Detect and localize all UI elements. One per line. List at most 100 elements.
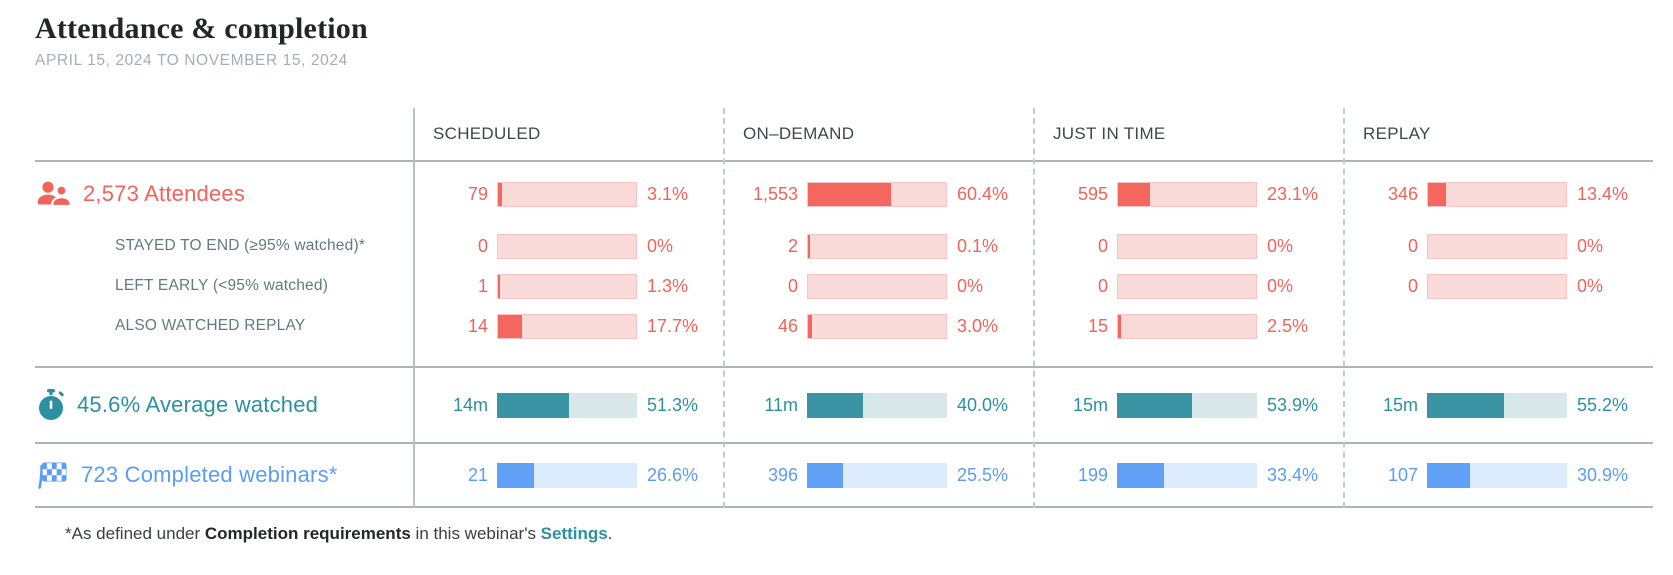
column-divider-dashed-3 [1343,108,1345,508]
bar [1427,462,1567,488]
bar [497,181,637,207]
stayed-to-end-just-in-time-cell: 0 0% [1033,226,1343,266]
bar-fill [1427,392,1505,418]
count-value: 79 [467,183,488,204]
bar-fill [1118,314,1122,338]
stayed-to-end-replay-cell: 0 0% [1343,226,1653,266]
footnote: *As defined under Completion requirement… [65,524,1653,544]
percent-value: 55.2% [1577,394,1629,415]
bar-fill [1117,392,1193,418]
duration-value: 11m [764,394,798,415]
also-watched-replay-just-in-time-cell: 15 2.5% [1033,306,1343,346]
bar [1117,273,1257,299]
also-watched-replay-on-demand-cell: 46 3.0% [723,306,1033,346]
average-watched-on-demand-cell: 11m 40.0% [723,368,1033,442]
percent-value: 53.9% [1267,394,1319,415]
percent-value: 13.4% [1577,183,1629,204]
percent-value: 2.5% [1267,315,1309,336]
attendees-replay-cell: 346 13.4% [1343,162,1653,226]
completed-webinars-just-in-time-cell: 199 33.4% [1033,444,1343,506]
bar [497,462,637,488]
column-divider-dashed-1 [723,108,725,508]
count-value: 21 [467,464,488,485]
count-value: 0 [1407,235,1418,256]
bar-fill [498,274,500,298]
attendees-scheduled-cell: 79 3.1% [413,162,723,226]
column-header-just-in-time: JUST IN TIME [1053,124,1166,143]
stayed-to-end-label: STAYED TO END (≥95% watched)* [115,237,366,254]
count-value: 1 [477,275,488,296]
count-value: 14 [467,315,488,336]
percent-value: 0% [1577,235,1604,256]
bar-fill [497,462,535,488]
left-early-replay-cell: 0 0% [1343,266,1653,306]
attendees-just-in-time-cell: 595 23.1% [1033,162,1343,226]
percent-value: 0% [957,275,984,296]
bar [1117,462,1257,488]
bar-fill [1428,182,1447,206]
percent-value: 33.4% [1267,464,1319,485]
stayed-to-end-label-cell: STAYED TO END (≥95% watched)* [35,226,413,266]
footnote-completion-requirements: Completion requirements [204,524,411,543]
left-early-label-cell: LEFT EARLY (<95% watched) [35,266,413,306]
footnote-suffix: . [607,524,613,543]
count-value: 15 [1087,315,1108,336]
column-divider-dashed-2 [1033,108,1035,508]
average-watched-just-in-time-cell: 15m 53.9% [1033,368,1343,442]
bar-fill [497,392,569,418]
duration-value: 14m [452,394,488,415]
duration-value: 15m [1382,394,1418,415]
column-header-scheduled: SCHEDULED [433,124,541,143]
count-value: 346 [1387,183,1418,204]
bar [807,392,947,418]
count-value: 0 [1407,275,1418,296]
also-watched-replay-label-cell: ALSO WATCHED REPLAY [35,306,413,346]
percent-value: 1.3% [647,275,689,296]
percent-value: 0% [1267,275,1294,296]
average-watched-replay-cell: 15m 55.2% [1343,368,1653,442]
percent-value: 3.1% [647,183,689,204]
bar [1427,273,1567,299]
bar-fill [808,182,892,206]
bar-fill [807,392,863,418]
column-header-row: SCHEDULED ON–DEMAND JUST IN TIME REPLAY [35,108,1653,160]
left-early-row: LEFT EARLY (<95% watched) 1 1.3% 0 0% 0 … [35,266,1653,306]
column-header-on-demand: ON–DEMAND [743,124,855,143]
bar [1427,233,1567,259]
percent-value: 0% [1577,275,1604,296]
average-watched-row: 45.6% Average watched 14m 51.3% 11m 40.0… [35,366,1653,442]
also-watched-replay-replay-cell-empty [1343,306,1653,346]
count-value: 0 [1097,275,1108,296]
bar [807,273,947,299]
settings-link[interactable]: Settings [540,524,608,543]
completed-webinars-scheduled-cell: 21 26.6% [413,444,723,506]
attendees-on-demand-cell: 1,553 60.4% [723,162,1033,226]
percent-value: 60.4% [957,183,1009,204]
people-icon [37,181,71,207]
percent-value: 23.1% [1267,183,1319,204]
bar [807,313,947,339]
percent-value: 0% [1267,235,1294,256]
also-watched-replay-scheduled-cell: 14 17.7% [413,306,723,346]
bar-fill [498,182,503,206]
attendees-total-label: 2,573 Attendees [83,181,246,206]
percent-value: 40.0% [957,394,1009,415]
attendees-label-cell: 2,573 Attendees [35,162,413,226]
bar [497,392,637,418]
percent-value: 0% [647,235,674,256]
column-header-replay: REPLAY [1363,124,1431,143]
bar [497,313,637,339]
also-watched-replay-row: ALSO WATCHED REPLAY 14 17.7% 46 3.0% 15 … [35,306,1653,346]
percent-value: 51.3% [647,394,699,415]
bar [497,273,637,299]
count-value: 0 [477,235,488,256]
left-early-scheduled-cell: 1 1.3% [413,266,723,306]
left-early-on-demand-cell: 0 0% [723,266,1033,306]
left-early-label: LEFT EARLY (<95% watched) [115,277,329,294]
percent-value: 30.9% [1577,464,1629,485]
bar [807,181,947,207]
bar [497,233,637,259]
bar [807,462,947,488]
duration-value: 15m [1072,394,1108,415]
